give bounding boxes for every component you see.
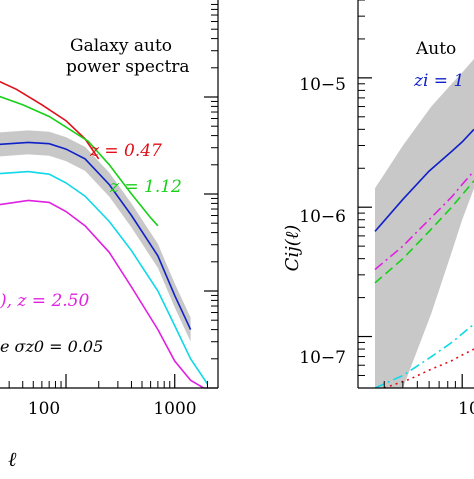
right-series-line-0 [374, 128, 474, 232]
label-sigma: e σz0 = 0.05 [0, 337, 103, 356]
label-z250: ), z = 2.50 [0, 291, 89, 311]
left-lines [0, 80, 209, 388]
left-bands [0, 130, 191, 342]
right-xtick-label-10: 10 [458, 399, 474, 419]
label-zi1: zi = 1 [413, 71, 464, 91]
left-series-line-2 [0, 141, 192, 330]
left-caption-line1: Galaxy auto [70, 36, 172, 56]
right-ytick-label-1e-6: 10−6 [299, 207, 346, 227]
right-y-axis-label: Cij(ℓ) [282, 225, 303, 272]
left-caption-line2: power spectra [66, 57, 190, 77]
left-series-line-3 [0, 170, 209, 385]
right-series-line-1 [374, 170, 474, 271]
left-series-line-0 [0, 80, 100, 160]
right-ytick-label-1e-5: 10−5 [299, 75, 346, 95]
right-series-line-4 [384, 348, 474, 388]
left-x-axis-label: ℓ [8, 447, 17, 471]
right-series-line-3 [374, 323, 474, 388]
left-xtick-label-100: 100 [28, 399, 60, 419]
right-ytick-label-1e-7: 10−7 [299, 348, 346, 368]
label-z112: z = 1.12 [109, 177, 182, 197]
label-z047: z = 0.47 [89, 141, 162, 161]
left-xtick-label-1000: 1000 [153, 399, 196, 419]
left-series-line-1 [0, 95, 159, 227]
right-lines [374, 128, 474, 388]
left-series-line-4 [0, 199, 206, 388]
right-caption: Auto [415, 39, 456, 59]
right-series-line-2 [374, 180, 474, 284]
right-ticks [358, 0, 463, 389]
left-series-band-2 [0, 130, 191, 342]
